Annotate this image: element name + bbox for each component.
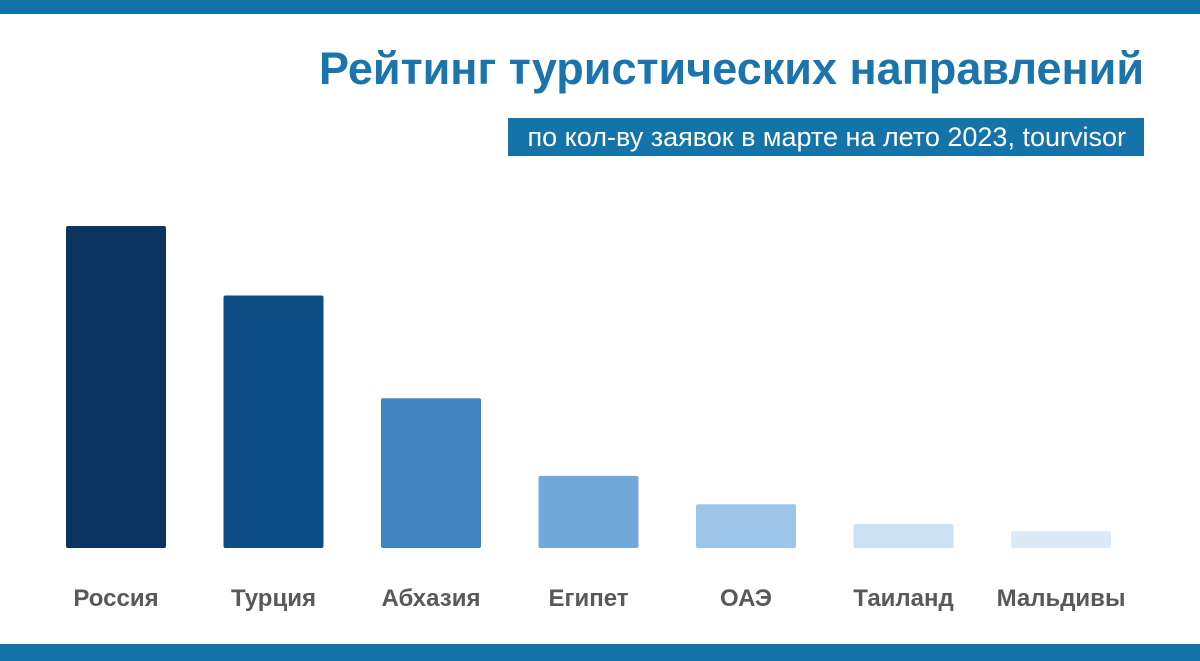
bar-4 (538, 475, 639, 548)
top-border-stripe (0, 0, 1200, 14)
category-label-group: Россия Турция Абхазия Египет ОАЭ Таиланд Мальд… (73, 585, 1125, 612)
chart-subtitle: по кол-ву заявок в марте на лето 2023, t… (507, 118, 1144, 156)
category-label-2: Турция (231, 585, 316, 612)
bar-3 (381, 398, 481, 548)
bottom-border-stripe (0, 644, 1200, 661)
category-label-1: Россия (73, 585, 158, 612)
bar-chart: Россия Турция Абхазия Египет ОАЭ Таиланд Мальд… (66, 226, 1125, 612)
bar-6 (853, 524, 954, 548)
category-label-5: ОАЭ (720, 585, 772, 612)
category-label-3: Абхазия (382, 585, 481, 612)
category-label-4: Египет (548, 585, 628, 612)
bar-2 (223, 295, 324, 548)
bar-5 (696, 504, 796, 548)
bar-group (66, 226, 1111, 548)
bar-7 (1011, 531, 1111, 548)
bar-1 (66, 226, 166, 548)
category-label-6: Таиланд (853, 585, 954, 612)
chart-title: Рейтинг туристических направлений (319, 43, 1144, 94)
category-label-7: Мальдивы (997, 585, 1126, 612)
